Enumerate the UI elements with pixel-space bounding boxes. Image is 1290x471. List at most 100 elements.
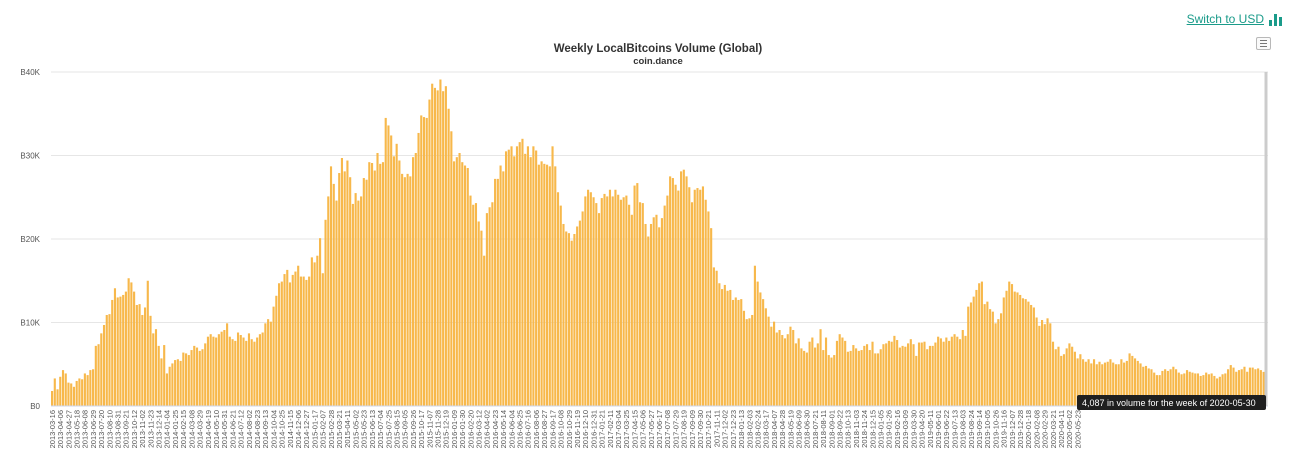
bar[interactable] — [124, 291, 127, 406]
bar[interactable] — [496, 178, 499, 406]
bar[interactable] — [710, 228, 713, 406]
bar[interactable] — [1248, 367, 1251, 406]
bar[interactable] — [532, 146, 535, 406]
bar[interactable] — [94, 345, 97, 406]
bar[interactable] — [849, 350, 852, 406]
bar[interactable] — [1082, 359, 1085, 406]
bar[interactable] — [450, 131, 453, 407]
bar[interactable] — [56, 389, 59, 406]
bar[interactable] — [299, 276, 302, 406]
bar[interactable] — [967, 306, 970, 406]
bar[interactable] — [329, 166, 333, 406]
bar[interactable] — [636, 183, 639, 406]
bar[interactable] — [1169, 369, 1172, 406]
bar[interactable] — [926, 349, 929, 406]
bar[interactable] — [518, 142, 521, 406]
bar[interactable] — [390, 135, 393, 406]
bar[interactable] — [340, 158, 344, 406]
bar[interactable] — [1191, 372, 1194, 406]
bar[interactable] — [258, 334, 261, 406]
bar[interactable] — [379, 163, 382, 406]
bar[interactable] — [767, 316, 770, 406]
bar[interactable] — [715, 270, 718, 406]
bar[interactable] — [1024, 299, 1027, 406]
bar[interactable] — [1073, 351, 1076, 406]
bar[interactable] — [335, 200, 338, 406]
bar[interactable] — [535, 150, 538, 406]
bar[interactable] — [412, 157, 415, 406]
bar[interactable] — [1038, 325, 1041, 406]
bar[interactable] — [70, 383, 73, 406]
bar[interactable] — [171, 363, 174, 406]
bar[interactable] — [742, 310, 746, 406]
bar[interactable] — [401, 173, 404, 406]
bar[interactable] — [770, 326, 773, 406]
bar[interactable] — [220, 331, 223, 406]
bar[interactable] — [792, 330, 795, 406]
bar[interactable] — [546, 164, 549, 406]
bar[interactable] — [1257, 368, 1260, 406]
bar[interactable] — [1147, 368, 1150, 406]
bar[interactable] — [983, 304, 986, 406]
bar[interactable] — [264, 323, 267, 406]
bar[interactable] — [600, 198, 603, 406]
bar[interactable] — [1041, 320, 1044, 406]
bar[interactable] — [168, 366, 171, 406]
bar[interactable] — [97, 344, 100, 406]
bar[interactable] — [327, 196, 330, 406]
bar[interactable] — [483, 255, 486, 406]
bar[interactable] — [116, 297, 119, 406]
bar[interactable] — [133, 291, 136, 406]
bar[interactable] — [997, 319, 1000, 406]
bar[interactable] — [182, 352, 185, 406]
bar[interactable] — [526, 146, 529, 406]
bar[interactable] — [699, 189, 702, 406]
bar[interactable] — [1087, 359, 1090, 406]
bar[interactable] — [671, 178, 674, 406]
bar[interactable] — [310, 257, 313, 406]
bar[interactable] — [860, 350, 863, 406]
bar[interactable] — [236, 332, 240, 406]
bar[interactable] — [896, 340, 899, 406]
bar[interactable] — [912, 344, 915, 406]
bar[interactable] — [1175, 369, 1178, 406]
bar[interactable] — [1161, 370, 1164, 406]
bar[interactable] — [302, 276, 305, 406]
bar[interactable] — [384, 117, 387, 407]
bar[interactable] — [1259, 370, 1262, 406]
bar[interactable] — [1235, 371, 1238, 406]
bar[interactable] — [573, 233, 576, 406]
bar[interactable] — [321, 273, 324, 406]
bar[interactable] — [1232, 367, 1235, 406]
bar[interactable] — [1144, 365, 1148, 406]
bar[interactable] — [868, 350, 871, 406]
bar[interactable] — [472, 204, 475, 406]
bar[interactable] — [261, 332, 264, 406]
bar[interactable] — [294, 271, 297, 406]
bar[interactable] — [655, 214, 658, 406]
bar[interactable] — [442, 91, 445, 406]
bar[interactable] — [141, 314, 144, 406]
bar[interactable] — [122, 294, 125, 406]
bar[interactable] — [909, 339, 912, 406]
bar[interactable] — [737, 299, 740, 406]
bar[interactable] — [822, 350, 825, 406]
bar[interactable] — [305, 279, 308, 406]
bar[interactable] — [1246, 371, 1249, 406]
bar[interactable] — [608, 189, 612, 406]
bar[interactable] — [160, 358, 163, 406]
bar[interactable] — [433, 87, 437, 407]
bar[interactable] — [1060, 355, 1063, 406]
bar[interactable] — [658, 227, 661, 406]
bar[interactable] — [417, 132, 420, 406]
bar[interactable] — [1027, 301, 1030, 407]
bar[interactable] — [428, 99, 431, 406]
bar[interactable] — [1095, 364, 1098, 406]
bar[interactable] — [1076, 358, 1079, 406]
bar[interactable] — [365, 179, 368, 406]
bar[interactable] — [343, 171, 346, 406]
bar[interactable] — [814, 347, 817, 406]
bar[interactable] — [622, 197, 625, 406]
bar[interactable] — [1142, 366, 1145, 406]
bar[interactable] — [157, 345, 160, 406]
